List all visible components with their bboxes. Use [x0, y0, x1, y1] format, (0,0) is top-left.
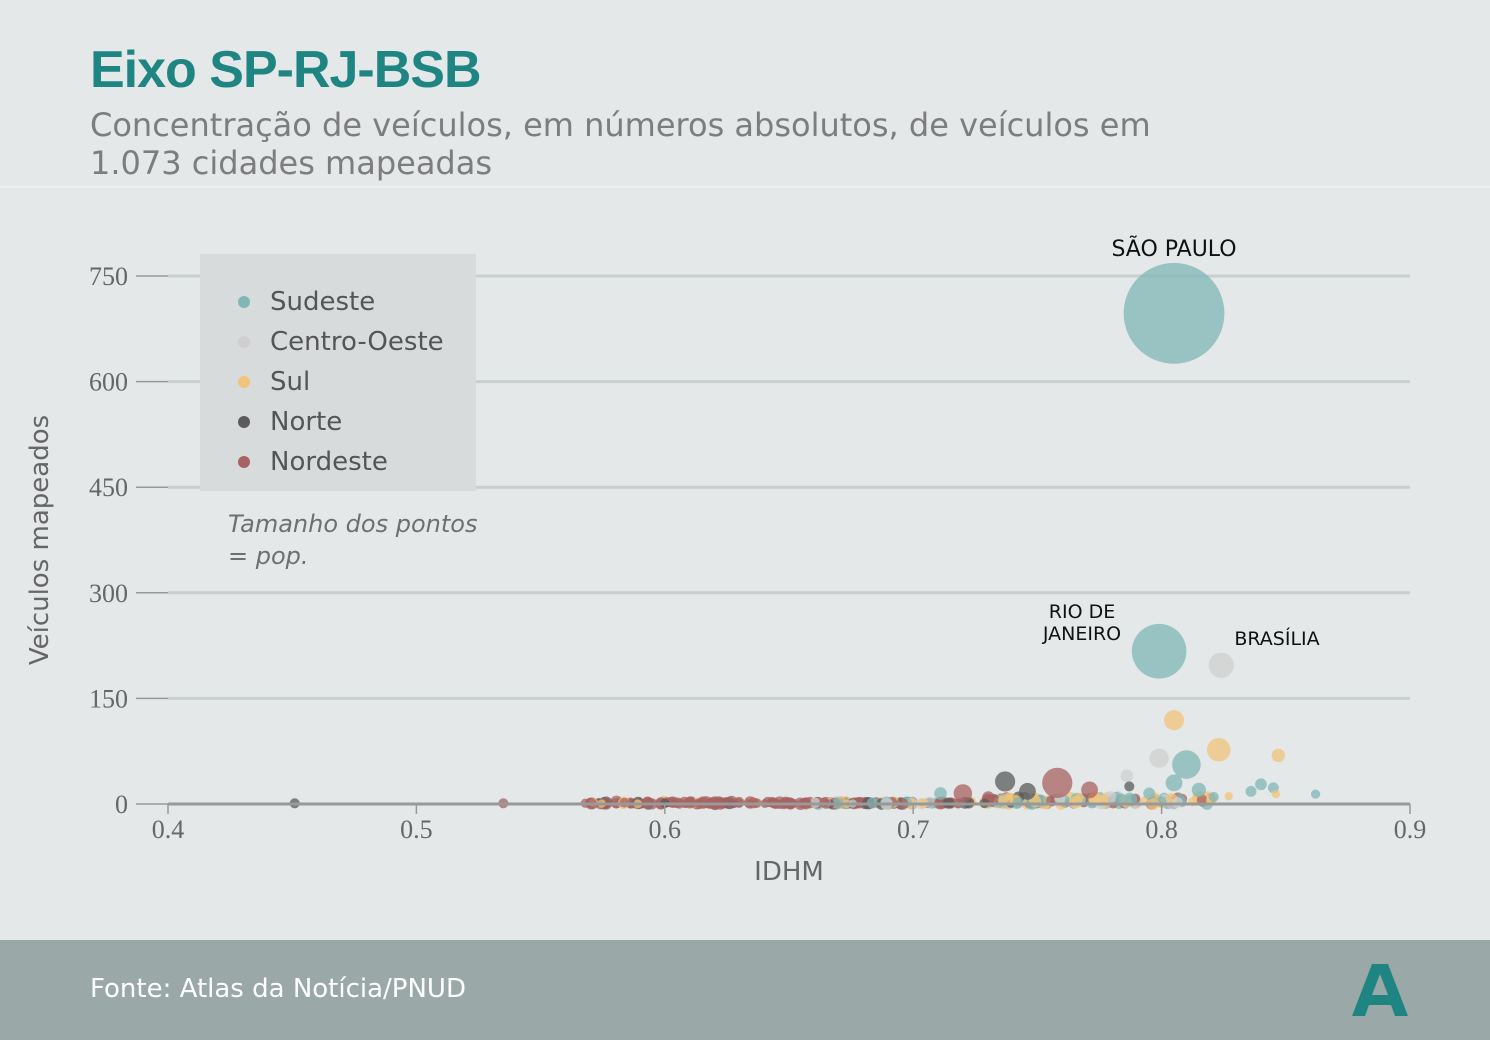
legend-item-norte[interactable]: Norte [238, 407, 342, 437]
data-point [1172, 750, 1201, 779]
data-point [1206, 738, 1231, 762]
legend-label: Sudeste [270, 287, 376, 317]
legend-item-centro-oeste[interactable]: Centro-Oeste [238, 327, 444, 357]
y-tick-label: 300 [89, 579, 128, 608]
data-point [1271, 789, 1281, 799]
legend-label: Nordeste [270, 447, 388, 477]
x-tick-label: 0.9 [1394, 815, 1427, 844]
legend-dot [238, 456, 250, 468]
y-tick-label: 150 [89, 684, 128, 713]
legend-label: Sul [270, 367, 311, 397]
data-point [1271, 748, 1286, 763]
x-tick-label: 0.4 [152, 815, 185, 844]
data-point [934, 787, 947, 800]
legend-dot [238, 416, 250, 428]
x-tick-label: 0.8 [1145, 815, 1178, 844]
y-tick-label: 450 [89, 473, 128, 502]
y-tick-label: 0 [115, 790, 128, 819]
data-point [1123, 262, 1225, 364]
data-point [1208, 791, 1219, 803]
legend-item-sudeste[interactable]: Sudeste [238, 287, 375, 317]
data-point [766, 796, 778, 808]
legend-item-sul[interactable]: Sul [238, 367, 310, 397]
brand-logo-icon [1352, 964, 1408, 1016]
data-point [1163, 710, 1185, 731]
data-point [1143, 787, 1156, 800]
chart-subtitle: Concentração de veículos, em números abs… [90, 106, 1151, 182]
y-axis-label: Veículos mapeados [25, 415, 55, 665]
data-point [995, 771, 1016, 792]
data-point [1310, 789, 1321, 799]
y-tick-label: 750 [89, 262, 128, 291]
data-point [1081, 781, 1098, 799]
data-point [1149, 748, 1169, 768]
data-point [988, 794, 1000, 806]
data-point [1245, 785, 1257, 797]
data-point [1224, 792, 1233, 801]
axes: 0 150 300 450 600 750 0.4 0.5 0.6 0.7 0.8 0.9 [89, 262, 1426, 844]
footer: Fonte: Atlas da Notícia/PNUD [0, 940, 1490, 1040]
annotation-label: RIO DE [1049, 601, 1115, 623]
data-point [953, 784, 973, 803]
x-tick-label: 0.6 [649, 815, 682, 844]
data-point [1191, 782, 1206, 798]
annotation-label: BRASÍLIA [1234, 627, 1319, 650]
data-point [1131, 623, 1187, 679]
legend-label: Norte [270, 407, 343, 437]
y-tick-label: 600 [89, 368, 128, 397]
x-tick-label: 0.5 [400, 815, 433, 844]
legend-dot [238, 376, 250, 388]
data-point [1042, 767, 1073, 798]
x-tick-label: 0.7 [897, 815, 930, 844]
legend-dot [238, 336, 250, 348]
data-point [1075, 792, 1084, 802]
data-point [1172, 797, 1183, 808]
legend: Sudeste Centro-Oeste Sul Norte Nordeste [200, 254, 476, 491]
data-point [1124, 781, 1135, 792]
legend-label: Centro-Oeste [270, 327, 444, 357]
size-note: Tamanho dos pontos = pop. [228, 510, 478, 570]
data-point [1165, 774, 1183, 792]
legend-item-nordeste[interactable]: Nordeste [238, 447, 388, 477]
header-divider [0, 186, 1490, 188]
data-point [683, 796, 696, 809]
data-point [725, 795, 738, 809]
data-point [1126, 793, 1138, 805]
legend-dot [238, 296, 250, 308]
data-point [1019, 782, 1036, 800]
data-point [1208, 652, 1234, 678]
source-text: Fonte: Atlas da Notícia/PNUD [90, 974, 466, 1004]
data-point [1120, 769, 1134, 783]
data-point [1255, 778, 1267, 791]
chart-title: Eixo SP-RJ-BSB [90, 41, 482, 99]
annotation-label: JANEIRO [1042, 623, 1121, 645]
x-axis-label: IDHM [754, 857, 824, 887]
annotation-label: SÃO PAULO [1111, 235, 1236, 262]
